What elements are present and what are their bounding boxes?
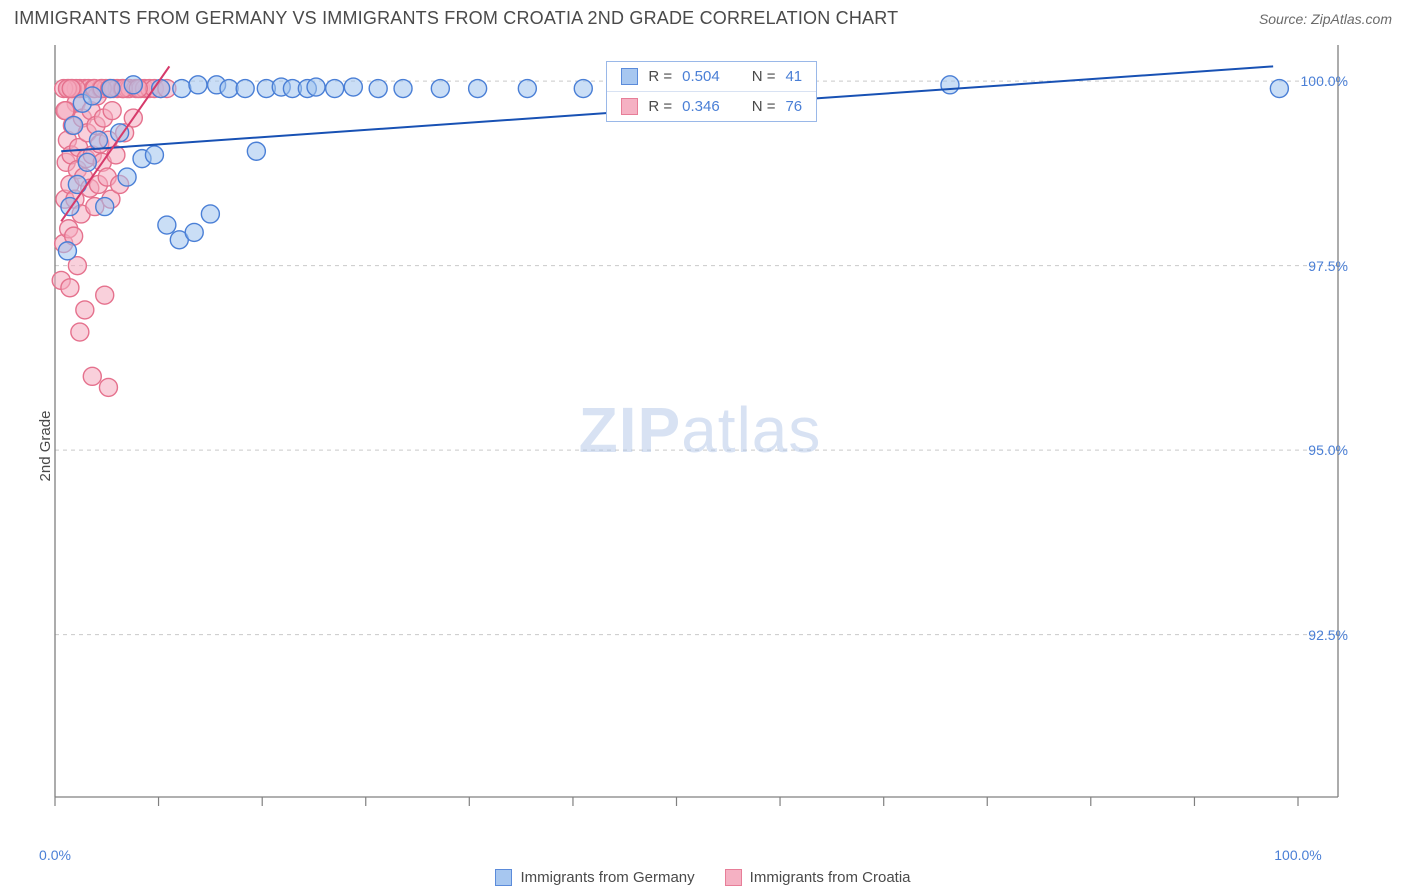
y-tick-label: 97.5%	[1308, 258, 1356, 274]
legend-row-germany: R = 0.504 N = 41	[607, 62, 816, 91]
legend-swatch	[495, 869, 512, 886]
series-legend-item-croatia: Immigrants from Croatia	[725, 869, 911, 886]
series-legend-label: Immigrants from Croatia	[750, 869, 911, 886]
x-tick-label: 0.0%	[39, 847, 71, 863]
x-tick-label: 100.0%	[1274, 847, 1321, 863]
legend-swatch	[621, 68, 638, 85]
legend-r-label: R =	[648, 68, 672, 85]
legend-n-value: 76	[785, 98, 802, 115]
legend-row-croatia: R = 0.346 N = 76	[607, 91, 816, 121]
legend-swatch	[725, 869, 742, 886]
source-attribution: Source: ZipAtlas.com	[1259, 11, 1392, 27]
scatter-chart-svg	[50, 45, 1350, 815]
legend-n-value: 41	[785, 68, 802, 85]
legend-r-value: 0.504	[682, 68, 720, 85]
series-legend: Immigrants from Germany Immigrants from C…	[0, 869, 1406, 886]
legend-r-label: R =	[648, 98, 672, 115]
series-legend-label: Immigrants from Germany	[520, 869, 694, 886]
y-tick-label: 92.5%	[1308, 627, 1356, 643]
chart-title: IMMIGRANTS FROM GERMANY VS IMMIGRANTS FR…	[14, 8, 898, 29]
series-legend-item-germany: Immigrants from Germany	[495, 869, 694, 886]
source-name: ZipAtlas.com	[1311, 11, 1392, 27]
y-tick-label: 100.0%	[1301, 73, 1356, 89]
legend-swatch	[621, 98, 638, 115]
legend-n-label: N =	[752, 68, 776, 85]
y-tick-label: 95.0%	[1308, 442, 1356, 458]
correlation-legend-box: R = 0.504 N = 41 R = 0.346 N = 76	[606, 61, 817, 122]
legend-n-label: N =	[752, 98, 776, 115]
chart-plot-area: ZIPatlas R =0.504N =41R =0.346N =76 92.5…	[50, 45, 1350, 815]
legend-r-value: 0.346	[682, 98, 720, 115]
source-label: Source:	[1259, 11, 1311, 27]
